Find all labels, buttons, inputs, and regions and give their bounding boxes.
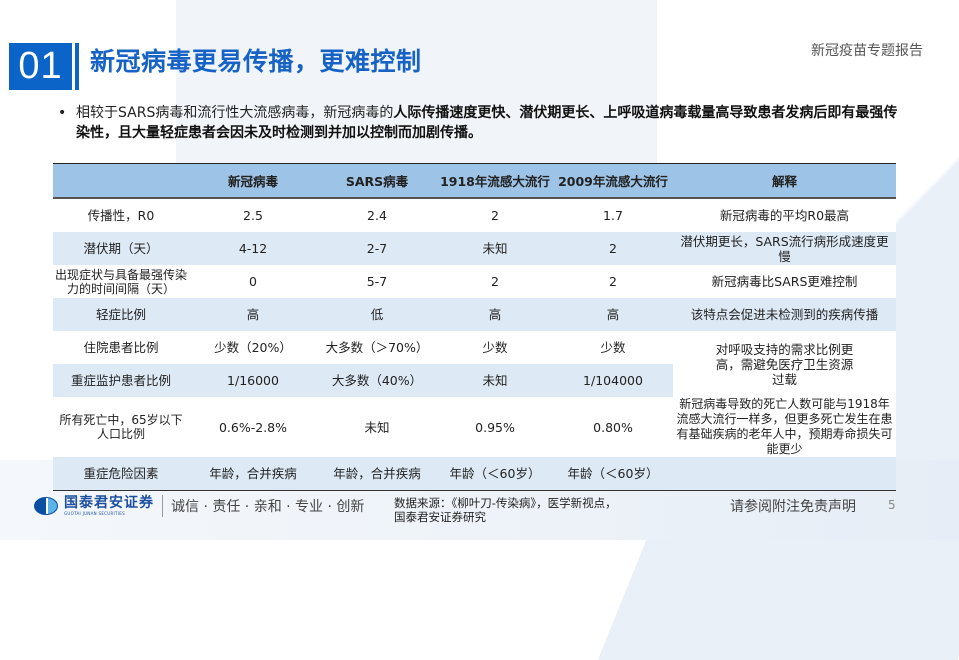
row-label: 重症监护患者比例: [53, 364, 189, 397]
cell-flu1918: 未知: [437, 364, 553, 397]
cell-sars: 未知: [317, 397, 437, 457]
data-source: 数据来源：《柳叶刀-传染病》，医学新视点， 国泰君安证券研究: [394, 496, 617, 524]
table-row: 传播性，R0 2.5 2.4 2 1.7 新冠病毒的平均R0最高: [53, 198, 896, 232]
cell-covid: 年龄，合并疾病: [189, 457, 317, 491]
cell-flu2009: 少数: [553, 331, 673, 364]
cell-flu1918: 2: [437, 265, 553, 298]
header-cell-sars: SARS病毒: [317, 163, 437, 199]
cell-note: 新冠病毒比SARS更难控制: [673, 265, 896, 298]
company-slogan: 诚信 · 责任 · 亲和 · 专业 · 创新: [171, 499, 365, 515]
row-label: 重症危险因素: [53, 457, 189, 491]
cell-sars: 2.4: [317, 198, 437, 232]
cell-note: 新冠病毒的平均R0最高: [673, 198, 896, 232]
section-divider: [75, 43, 79, 90]
cell-flu1918: 高: [437, 298, 553, 331]
cell-sars: 大多数（40%）: [317, 364, 437, 397]
header-cell-flu1918: 1918年流感大流行: [437, 163, 553, 199]
cell-flu2009: 2: [553, 232, 673, 265]
cell-covid: 0.6%-2.8%: [189, 397, 317, 457]
table-row: 重症监护患者比例 1/16000 大多数（40%） 未知 1/104000: [53, 364, 896, 397]
cell-flu1918: 2: [437, 198, 553, 232]
cell-covid: 高: [189, 298, 317, 331]
header-cell-note: 解释: [673, 163, 896, 199]
source-line-2: 国泰君安证券研究: [394, 510, 486, 524]
cell-flu2009: 1.7: [553, 198, 673, 232]
table-header-row: 新冠病毒 SARS病毒 1918年流感大流行 2009年流感大流行 解释: [53, 163, 896, 199]
row-label: 轻症比例: [53, 298, 189, 331]
summary-bullet: • 相较于SARS病毒和流行性大流感病毒，新冠病毒的人际传播速度更快、潜伏期更长…: [58, 103, 908, 143]
bullet-normal-text: 相较于SARS病毒和流行性大流感病毒，新冠病毒的: [76, 105, 394, 121]
cell-note-merged: 对呼吸支持的需求比例更高，需避免医疗卫生资源过载: [673, 331, 896, 397]
cell-flu1918: 少数: [437, 331, 553, 364]
cell-flu2009: 0.80%: [553, 397, 673, 457]
logo-chinese: 国泰君安证券: [64, 495, 154, 511]
table-row: 潜伏期（天） 4-12 2-7 未知 2 潜伏期更长，SARS流行病形成速度更慢: [53, 232, 896, 265]
cell-sars: 5-7: [317, 265, 437, 298]
cell-note: 该特点会促进未检测到的疾病传播: [673, 298, 896, 331]
bullet-bold-text: 人际传播速度更快、潜伏期更长、上呼吸道病毒载量高导致患者发病后即有最强传染性，且…: [76, 105, 898, 141]
section-number: 01: [9, 43, 72, 90]
table-row: 出现症状与具备最强传染力的时间间隔（天） 0 5-7 2 2 新冠病毒比SARS…: [53, 265, 896, 298]
cell-flu2009: 2: [553, 265, 673, 298]
cell-note: [673, 457, 896, 491]
header-cell-covid: 新冠病毒: [189, 163, 317, 199]
cell-flu2009: 1/104000: [553, 364, 673, 397]
cell-flu2009: 高: [553, 298, 673, 331]
cell-sars: 低: [317, 298, 437, 331]
table-row: 轻症比例 高 低 高 高 该特点会促进未检测到的疾病传播: [53, 298, 896, 331]
cell-sars: 2-7: [317, 232, 437, 265]
logo-english: GUOTAI JUNAN SECURITIES: [64, 511, 125, 516]
cell-covid: 0: [189, 265, 317, 298]
page-number: 5: [888, 498, 896, 512]
comparison-table: 新冠病毒 SARS病毒 1918年流感大流行 2009年流感大流行 解释 传播性…: [53, 163, 896, 491]
cell-covid: 2.5: [189, 198, 317, 232]
row-label: 传播性，R0: [53, 198, 189, 232]
logo-separator: [162, 495, 163, 517]
source-line-1: 数据来源：《柳叶刀-传染病》，医学新视点，: [394, 496, 617, 510]
cell-sars: 大多数（＞70%）: [317, 331, 437, 364]
table-row: 所有死亡中，65岁以下人口比例 0.6%-2.8% 未知 0.95% 0.80%…: [53, 397, 896, 457]
table-row: 重症危险因素 年龄，合并疾病 年龄，合并疾病 年龄（＜60岁） 年龄（＜60岁）: [53, 457, 896, 491]
disclaimer-note: 请参阅附注免责声明: [730, 499, 856, 515]
row-label: 出现症状与具备最强传染力的时间间隔（天）: [53, 265, 189, 298]
bullet-text: 相较于SARS病毒和流行性大流感病毒，新冠病毒的人际传播速度更快、潜伏期更长、上…: [76, 103, 908, 143]
cell-flu1918: 0.95%: [437, 397, 553, 457]
cell-note: 潜伏期更长，SARS流行病形成速度更慢: [673, 232, 896, 265]
logo-mark-icon: [34, 497, 58, 515]
cell-covid: 少数（20%）: [189, 331, 317, 364]
company-logo: 国泰君安证券 GUOTAI JUNAN SECURITIES 诚信 · 责任 ·…: [34, 495, 364, 517]
cell-sars: 年龄，合并疾病: [317, 457, 437, 491]
row-label: 住院患者比例: [53, 331, 189, 364]
report-tag: 新冠疫苗专题报告: [811, 43, 923, 59]
cell-flu1918: 未知: [437, 232, 553, 265]
cell-covid: 1/16000: [189, 364, 317, 397]
logo-text: 国泰君安证券 GUOTAI JUNAN SECURITIES: [64, 495, 154, 517]
table-row: 住院患者比例 少数（20%） 大多数（＞70%） 少数 少数 对呼吸支持的需求比…: [53, 331, 896, 397]
bullet-dot-icon: •: [58, 105, 67, 121]
row-label: 所有死亡中，65岁以下人口比例: [53, 397, 189, 457]
row-label: 潜伏期（天）: [53, 232, 189, 265]
cell-note: 新冠病毒导致的死亡人数可能与1918年流感大流行一样多，但更多死亡发生在患有基础…: [673, 397, 896, 457]
cell-flu1918: 年龄（＜60岁）: [437, 457, 553, 491]
cell-covid: 4-12: [189, 232, 317, 265]
header-cell-flu2009: 2009年流感大流行: [553, 163, 673, 199]
page-title: 新冠病毒更易传播，更难控制: [90, 47, 422, 76]
header-cell-empty: [53, 163, 189, 199]
cell-flu2009: 年龄（＜60岁）: [553, 457, 673, 491]
